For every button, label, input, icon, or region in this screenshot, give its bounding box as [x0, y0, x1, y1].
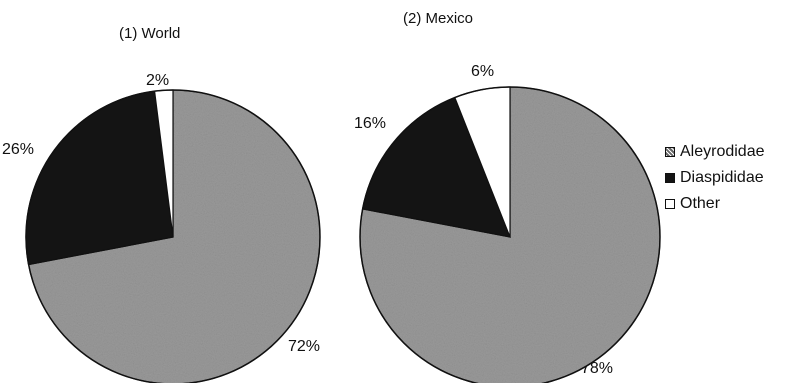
chart-title-mexico: (2) Mexico [403, 10, 474, 27]
legend-label-other: Other [680, 195, 721, 212]
data-label-mexico-diaspididae: 16% [354, 115, 387, 132]
pie-outline-mexico [359, 86, 661, 383]
data-label-world-aleyrodidae: 72% [288, 338, 321, 355]
legend-swatch-aleyrodidae [665, 147, 675, 157]
data-label-world-diaspididae: 26% [2, 141, 35, 158]
pie-outline-world [25, 89, 321, 383]
chart-title-world: (1) World [119, 25, 181, 42]
chart-legend: Aleyrodidae Diaspididae Other [665, 139, 805, 217]
data-label-mexico-other: 6% [471, 63, 495, 80]
legend-item-diaspididae: Diaspididae [665, 165, 805, 191]
data-label-world-other: 2% [146, 72, 170, 89]
legend-swatch-diaspididae [665, 173, 675, 183]
legend-item-other: Other [665, 191, 805, 217]
legend-label-diaspididae: Diaspididae [680, 169, 764, 186]
pie-mexico [359, 86, 661, 383]
legend-item-aleyrodidae: Aleyrodidae [665, 139, 805, 165]
pie-world [25, 89, 321, 383]
pie-slice-world-diaspididae [25, 90, 174, 266]
legend-swatch-other [665, 199, 675, 209]
legend-label-aleyrodidae: Aleyrodidae [680, 143, 765, 160]
